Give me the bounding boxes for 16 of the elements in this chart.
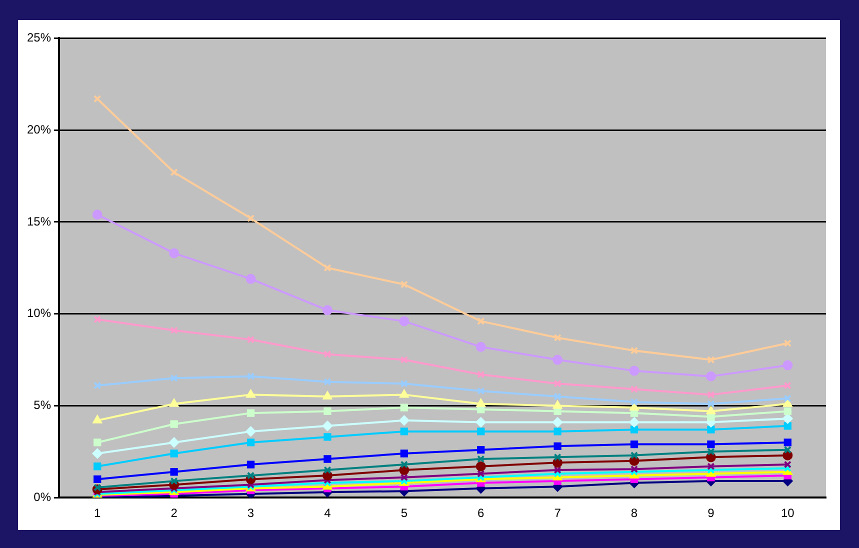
x-tick-label: 6 [478, 506, 485, 520]
x-tick-label: 4 [324, 506, 332, 520]
x-tick-label: 9 [708, 506, 715, 520]
y-tick-label: 15% [26, 214, 52, 228]
x-tick-label: 2 [170, 506, 178, 520]
x-tick-label: 3 [247, 506, 254, 520]
x-tick-label: 5 [400, 506, 408, 520]
x-tick-label: 8 [630, 506, 638, 520]
x-tick-label: 1 [94, 506, 102, 520]
y-tick-label: 5% [34, 398, 52, 412]
x-tick-label: 7 [554, 506, 562, 520]
y-tick-label: 20% [26, 122, 52, 136]
x-tick-label: 10 [780, 506, 795, 520]
y-tick-label: 0% [34, 490, 52, 504]
y-tick-label: 10% [26, 306, 52, 320]
y-tick-label: 25% [26, 30, 52, 45]
